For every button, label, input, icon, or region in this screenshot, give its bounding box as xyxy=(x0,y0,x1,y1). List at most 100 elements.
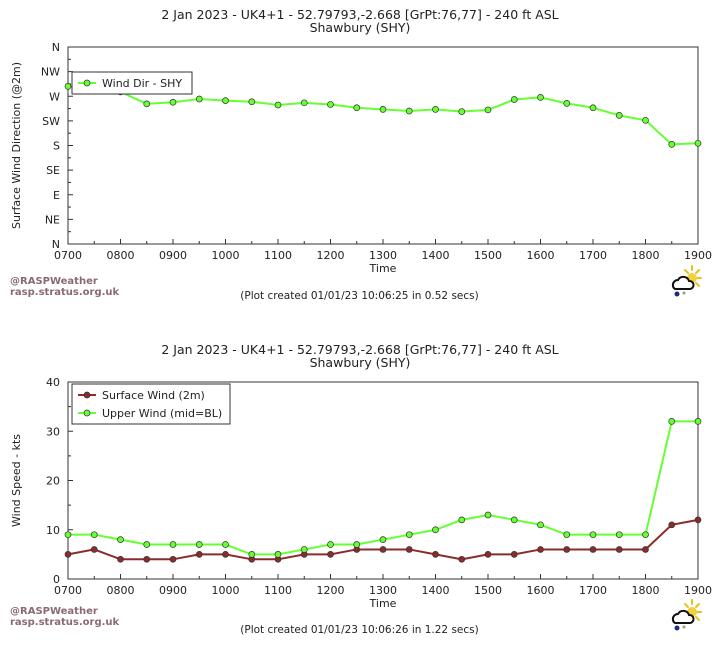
series-line xyxy=(67,85,699,146)
x-tick-label: 1100 xyxy=(264,249,292,262)
data-point xyxy=(117,536,124,543)
plot-created-text: (Plot created 01/01/23 10:06:25 in 0.52 … xyxy=(240,290,479,302)
legend-marker xyxy=(83,391,91,399)
data-point xyxy=(405,546,413,553)
y-tick-label: 40 xyxy=(46,376,60,389)
data-point xyxy=(615,546,623,553)
series-line xyxy=(68,420,698,556)
data-point xyxy=(169,98,177,106)
chart-subtitle: Shawbury (SHY) xyxy=(310,355,411,370)
y-tick-label: S xyxy=(53,140,60,153)
data-point xyxy=(694,516,702,524)
data-point xyxy=(458,516,466,524)
y-axis-label: Wind Speed - kts xyxy=(10,434,23,527)
plot-created-text: (Plot created 01/01/23 10:06:26 in 1.22 … xyxy=(240,624,479,636)
y-axis-label: Surface Wind Direction (@2m) xyxy=(10,62,23,229)
x-tick-label: 1600 xyxy=(527,249,555,262)
x-tick-label: 1800 xyxy=(632,584,660,597)
weather-cloud-sun-rain-icon xyxy=(668,598,702,632)
credit-line-1: @RASPWeather xyxy=(10,606,98,617)
chart-subtitle: Shawbury (SHY) xyxy=(310,20,411,35)
credit-text: @RASPWeather rasp.stratus.org.uk xyxy=(10,276,119,298)
data-point xyxy=(195,541,203,548)
data-point xyxy=(432,526,439,534)
x-tick-label: 1300 xyxy=(369,249,397,262)
data-point xyxy=(274,101,282,109)
x-tick-label: 1500 xyxy=(474,249,502,262)
wind-speed-chart: 2 Jan 2023 - UK4+1 - 52.79793,-2.668 [Gr… xyxy=(10,342,712,610)
x-tick-label: 0700 xyxy=(54,584,82,597)
credit-line-2: rasp.stratus.org.uk xyxy=(10,617,120,628)
x-tick-label: 0700 xyxy=(54,249,82,262)
data-point xyxy=(589,546,597,553)
y-tick-label: W xyxy=(49,90,60,103)
chart-title: 2 Jan 2023 - UK4+1 - 52.79793,-2.668 [Gr… xyxy=(161,7,558,22)
data-point xyxy=(615,112,623,119)
data-point xyxy=(300,546,308,553)
y-tick-label: NW xyxy=(41,66,60,79)
data-point xyxy=(248,551,256,558)
x-tick-label: 1700 xyxy=(579,584,607,597)
x-tick-label: 0900 xyxy=(159,249,187,262)
data-point xyxy=(537,521,544,529)
y-tick-label: 10 xyxy=(46,524,60,537)
data-point xyxy=(589,104,597,112)
data-point xyxy=(117,555,124,563)
legend-box xyxy=(71,71,193,95)
y-tick-label: N xyxy=(52,41,60,54)
data-point xyxy=(458,108,466,115)
data-point xyxy=(432,106,439,113)
wind-speed-chart-panel: 2 Jan 2023 - UK4+1 - 52.79793,-2.668 [Gr… xyxy=(0,336,719,654)
data-point xyxy=(64,531,72,539)
legend-marker xyxy=(83,409,91,417)
x-tick-label: 1200 xyxy=(317,249,345,262)
data-point xyxy=(668,521,676,529)
data-point xyxy=(222,541,229,548)
data-point xyxy=(642,531,649,539)
credit-line-2: rasp.stratus.org.uk xyxy=(10,287,120,298)
data-point xyxy=(642,546,649,553)
data-point xyxy=(64,551,72,558)
x-tick-label: 1500 xyxy=(474,584,502,597)
data-point xyxy=(563,100,571,107)
data-point xyxy=(143,100,151,108)
data-point xyxy=(458,555,466,563)
data-point xyxy=(379,106,387,113)
data-point xyxy=(169,555,177,563)
weather-cloud-sun-rain-icon xyxy=(668,264,702,298)
data-point xyxy=(379,536,387,543)
data-point xyxy=(510,551,518,558)
data-point xyxy=(510,96,518,103)
x-tick-label: 1900 xyxy=(684,584,712,597)
series-group xyxy=(64,418,702,558)
legend-marker xyxy=(83,79,91,87)
x-tick-label: 1300 xyxy=(369,584,397,597)
series-group xyxy=(64,516,702,563)
data-point xyxy=(694,139,702,147)
data-point xyxy=(537,93,544,101)
data-point xyxy=(668,418,676,425)
x-tick-label: 1800 xyxy=(632,249,660,262)
credit-line-1: @RASPWeather xyxy=(10,276,98,287)
data-point xyxy=(563,531,571,539)
data-point xyxy=(143,555,151,563)
x-tick-label: 1700 xyxy=(579,249,607,262)
x-tick-label: 1400 xyxy=(422,249,450,262)
legend-label: Upper Wind (mid=BL) xyxy=(102,407,222,420)
x-tick-label: 1400 xyxy=(422,584,450,597)
data-point xyxy=(379,546,387,553)
data-point xyxy=(327,101,334,108)
data-point xyxy=(484,551,492,558)
data-point xyxy=(90,531,98,539)
x-tick-label: 0800 xyxy=(107,584,135,597)
legend-label: Surface Wind (2m) xyxy=(102,389,205,402)
data-point xyxy=(484,511,492,519)
data-point xyxy=(222,97,229,104)
data-point xyxy=(405,107,413,115)
legend-box xyxy=(71,383,231,425)
data-point xyxy=(169,541,177,548)
chart-title: 2 Jan 2023 - UK4+1 - 52.79793,-2.668 [Gr… xyxy=(161,342,558,357)
data-point xyxy=(510,516,518,524)
data-point xyxy=(537,546,544,553)
data-point xyxy=(274,551,282,558)
